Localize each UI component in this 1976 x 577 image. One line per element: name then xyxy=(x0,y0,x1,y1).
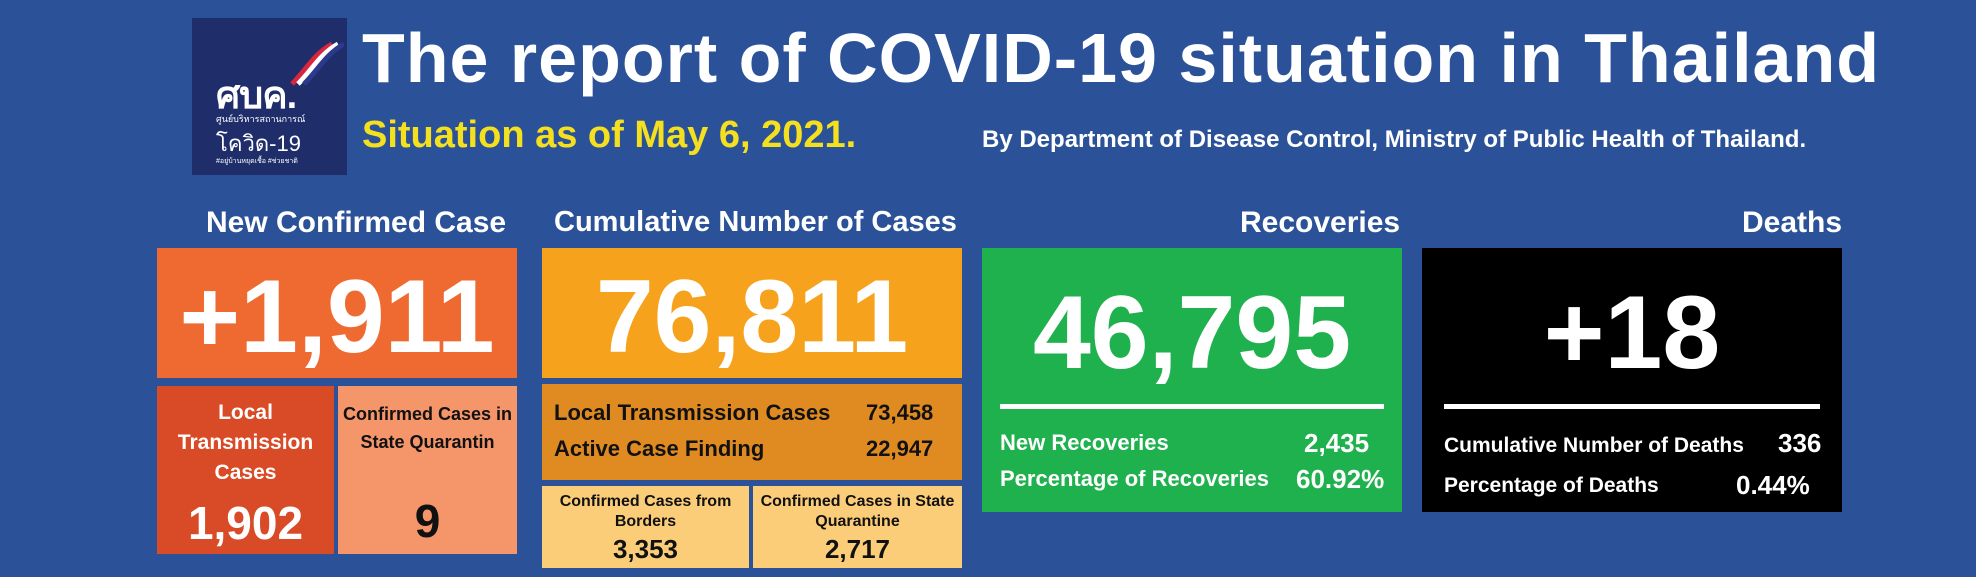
cumulative-deaths-label: Cumulative Number of Deaths xyxy=(1444,434,1744,457)
state-quarantine-card: Confirmed Cases in State Quarantin 9 xyxy=(338,386,517,554)
state-quarantine-value: 9 xyxy=(414,495,441,547)
deaths-card: +18 Cumulative Number of Deaths 336 Perc… xyxy=(1422,248,1842,512)
deaths-heading: Deaths xyxy=(1742,206,1843,239)
cumulative-value: 76,811 xyxy=(595,259,909,375)
logo-mark: ศบค. xyxy=(216,75,297,117)
local-transmission-label: Local Transmission Cases xyxy=(177,401,314,484)
new-confirmed-card: +1,911 xyxy=(157,248,517,378)
quarantine-cumulative-card: Confirmed Cases in State Quarantine 2,71… xyxy=(753,486,962,568)
new-recoveries-label: New Recoveries xyxy=(1000,430,1169,455)
borders-value: 3,353 xyxy=(612,534,679,564)
cumulative-deaths-value: 336 xyxy=(1778,428,1822,458)
borders-card: Confirmed Cases from Borders 3,353 xyxy=(542,486,749,568)
thai-flag-ribbon-icon xyxy=(290,41,344,86)
recoveries-pct-label: Percentage of Recoveries xyxy=(1000,466,1270,491)
local-transmission-card: Local Transmission Cases 1,902 xyxy=(157,386,334,554)
deaths-pct-value: 0.44% xyxy=(1736,470,1810,500)
recoveries-card: 46,795 New Recoveries 2,435 Percentage o… xyxy=(982,248,1402,512)
new-confirmed-heading: New Confirmed Case xyxy=(206,206,507,239)
local-transmission-value: 1,902 xyxy=(187,497,304,549)
page-title: The report of COVID-19 situation in Thai… xyxy=(362,19,1880,97)
recoveries-divider xyxy=(1000,404,1384,409)
active-case-label: Active Case Finding xyxy=(554,436,765,461)
recoveries-pct-value: 60.92% xyxy=(1296,464,1385,494)
borders-label: Confirmed Cases from Borders xyxy=(559,493,732,530)
new-recoveries-value: 2,435 xyxy=(1304,428,1370,458)
dcd-logo: ศบค. ศูนย์บริหารสถานการณ์ โควิด-19 #อยู่… xyxy=(192,18,347,175)
state-quarantine-label: Confirmed Cases in State Quarantin xyxy=(342,404,513,452)
active-case-value: 22,947 xyxy=(866,436,934,461)
quarantine-cumulative-label: Confirmed Cases in State Quarantine xyxy=(760,493,955,530)
byline: By Department of Disease Control, Minist… xyxy=(982,126,1807,153)
recoveries-heading: Recoveries xyxy=(1240,206,1401,239)
logo-line3: #อยู่บ้านหยุดเชื้อ #ช่วยชาติ xyxy=(216,158,298,165)
cumulative-local-label: Local Transmission Cases xyxy=(554,400,831,425)
cumulative-card: 76,811 xyxy=(542,248,962,378)
recoveries-value: 46,795 xyxy=(1032,275,1352,391)
logo-line2: โควิด-19 xyxy=(216,131,301,156)
new-confirmed-value: +1,911 xyxy=(179,259,495,375)
report-date: Situation as of May 6, 2021. xyxy=(362,114,857,156)
deaths-pct-label: Percentage of Deaths xyxy=(1444,474,1659,497)
deaths-value: +18 xyxy=(1543,275,1721,391)
logo-line1: ศูนย์บริหารสถานการณ์ xyxy=(216,114,306,124)
cumulative-heading: Cumulative Number of Cases xyxy=(554,206,957,238)
cumulative-breakdown-card: Local Transmission Cases 73,458 Active C… xyxy=(542,384,962,480)
cumulative-local-value: 73,458 xyxy=(866,400,934,425)
quarantine-cumulative-value: 2,717 xyxy=(824,534,891,564)
deaths-divider xyxy=(1444,404,1820,409)
